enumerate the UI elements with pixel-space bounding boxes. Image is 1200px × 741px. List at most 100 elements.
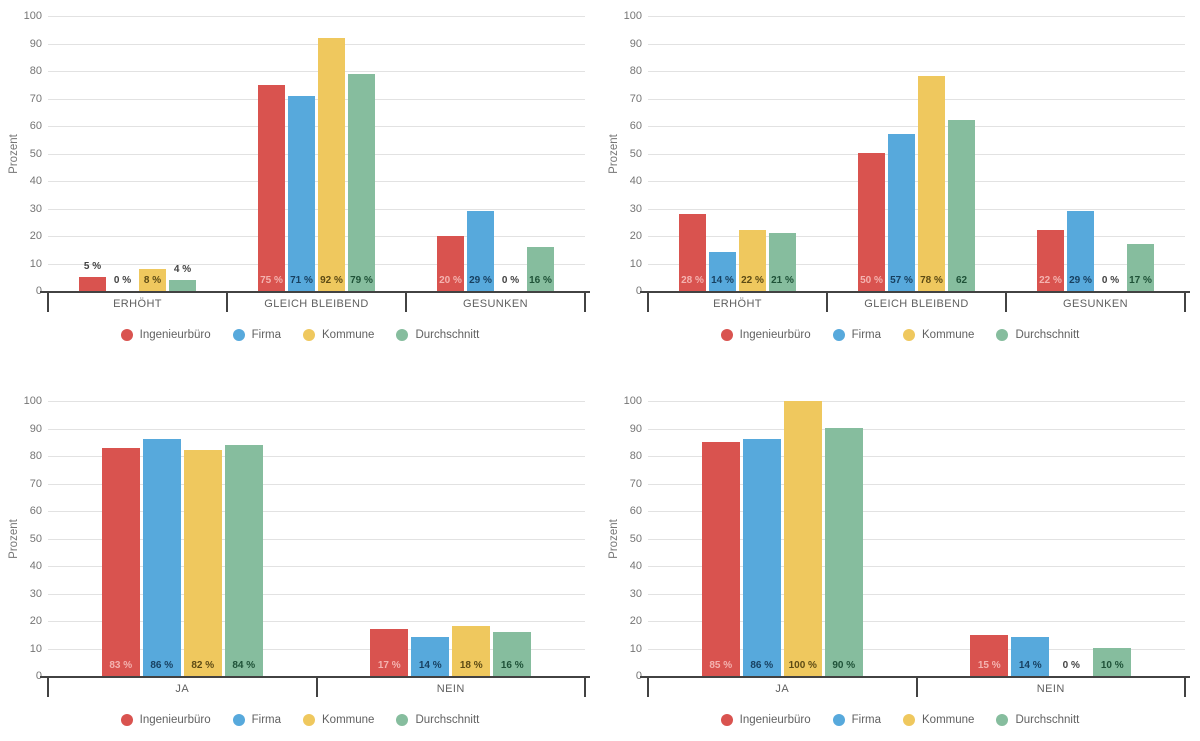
gridline xyxy=(48,648,585,650)
legend-label: Durchschnitt xyxy=(415,329,480,341)
chart-bottom-right: 0 10 20 30 40 50 60 70 80 90 100 Prozent JA NEIN 85 % 1… xyxy=(600,370,1200,740)
bar-firma[interactable] xyxy=(411,637,450,676)
bar-firma[interactable] xyxy=(742,439,781,676)
bar-firma[interactable] xyxy=(142,439,181,676)
y-axis-tick-label: 50 xyxy=(29,147,42,160)
legend-item-kommune[interactable]: Kommune xyxy=(903,714,974,726)
legend-item-kommune[interactable]: Kommune xyxy=(303,329,374,341)
bar-ingenieurbüro[interactable] xyxy=(701,442,740,676)
bar-firma[interactable] xyxy=(467,211,494,291)
y-axis-tick-label: 90 xyxy=(29,37,42,50)
bar-durchschnitt[interactable] xyxy=(224,445,263,676)
bar-durchschnitt[interactable] xyxy=(348,74,375,291)
y-axis-tick-label: 10 xyxy=(629,257,642,270)
y-axis-tick-label: 60 xyxy=(629,120,642,132)
bar-value-label: 50 % xyxy=(860,275,883,286)
bar-firma[interactable] xyxy=(1067,211,1094,291)
y-axis-tick-label: 50 xyxy=(629,532,642,545)
bar-ingenieurbüro[interactable] xyxy=(1037,230,1064,291)
bar-ingenieurbüro[interactable] xyxy=(970,635,1009,676)
legend-item-firma[interactable]: Firma xyxy=(232,329,281,341)
bar-value-label: 0 % xyxy=(1101,275,1120,286)
legend-item-firma[interactable]: Firma xyxy=(832,714,881,726)
legend-swatch-icon xyxy=(120,329,133,341)
legend-item-durchschnitt[interactable]: Durchschnitt xyxy=(996,714,1079,726)
bar-durchschnitt[interactable] xyxy=(769,233,796,291)
bar-ingenieurbüro[interactable] xyxy=(79,277,106,291)
bar-value-label: 90 % xyxy=(832,660,856,671)
bar-kommune[interactable] xyxy=(318,38,345,291)
bar-durchschnitt[interactable] xyxy=(527,247,554,291)
bar-ingenieurbüro[interactable] xyxy=(370,629,409,676)
legend: Ingenieurbüro Firma Kommune Durchschnitt xyxy=(0,714,600,726)
bar-ingenieurbüro[interactable] xyxy=(258,85,285,291)
bar-firma[interactable] xyxy=(888,134,915,291)
legend-label: Kommune xyxy=(922,329,975,341)
bar-durchschnitt[interactable] xyxy=(1127,244,1154,291)
bar-kommune[interactable] xyxy=(783,401,822,676)
bar-firma[interactable] xyxy=(288,96,315,291)
y-axis-tick-label: 20 xyxy=(629,230,642,242)
y-axis-title: Prozent xyxy=(8,518,20,559)
gridline xyxy=(48,71,585,72)
gridline xyxy=(648,181,1185,182)
bar-durchschnitt[interactable] xyxy=(169,280,196,291)
bar-value-label: 15 % xyxy=(977,660,1001,671)
y-axis-tick-label: 60 xyxy=(629,505,642,517)
bar-durchschnitt[interactable] xyxy=(824,428,863,676)
legend-item-firma[interactable]: Firma xyxy=(832,329,881,341)
legend-label: Kommune xyxy=(922,714,975,726)
legend-swatch-icon xyxy=(832,714,845,726)
y-axis-tick-label: 100 xyxy=(623,10,642,22)
y-axis-tick-label: 80 xyxy=(629,450,642,462)
legend-item-kommune[interactable]: Kommune xyxy=(903,329,974,341)
bar-value-label: 79 % xyxy=(350,275,373,286)
gridline xyxy=(48,511,585,512)
bar-ingenieurbüro[interactable] xyxy=(858,153,885,291)
gridline xyxy=(48,566,585,567)
legend-item-durchschnitt[interactable]: Durchschnitt xyxy=(396,329,479,341)
bar-value-label: 75 % xyxy=(260,275,283,286)
legend-label: Durchschnitt xyxy=(1015,714,1080,726)
bar-value-label: 5 % xyxy=(83,261,102,272)
bar-firma[interactable] xyxy=(709,252,736,291)
bar-ingenieurbüro[interactable] xyxy=(679,214,706,291)
x-axis-tick xyxy=(405,292,407,312)
bar-durchschnitt[interactable] xyxy=(493,632,532,676)
x-axis-line xyxy=(640,291,1190,293)
bar-firma[interactable] xyxy=(1011,637,1050,676)
legend-item-durchschnitt[interactable]: Durchschnitt xyxy=(396,714,479,726)
bar-kommune[interactable] xyxy=(139,269,166,291)
x-axis-tick xyxy=(226,292,228,312)
bar-kommune[interactable] xyxy=(452,626,491,676)
legend-item-ingenieurbüro[interactable]: Ingenieurbüro xyxy=(720,714,811,726)
legend-item-firma[interactable]: Firma xyxy=(232,714,281,726)
x-axis-tick xyxy=(315,677,318,697)
y-axis-tick-label: 40 xyxy=(29,175,42,187)
bar-kommune[interactable] xyxy=(739,230,766,291)
y-axis-tick-label: 40 xyxy=(629,560,642,572)
bar-value-label: 0 % xyxy=(113,275,132,286)
gridline xyxy=(48,428,585,430)
bar-durchschnitt[interactable] xyxy=(1093,648,1132,676)
chart-bottom-left: 0 10 20 30 40 50 60 70 80 90 100 Prozent JA NEIN 83 % 1… xyxy=(0,370,600,740)
legend-swatch-icon xyxy=(303,714,316,726)
bar-kommune[interactable] xyxy=(918,76,945,291)
category-label: NEIN xyxy=(1036,683,1065,695)
bar-ingenieurbüro[interactable] xyxy=(437,236,464,291)
legend: Ingenieurbüro Firma Kommune Durchschnitt xyxy=(600,329,1200,341)
legend-item-durchschnitt[interactable]: Durchschnitt xyxy=(996,329,1079,341)
bar-kommune[interactable] xyxy=(183,450,222,676)
bar-value-label: 0 % xyxy=(1062,660,1080,671)
category-label: ERHÖHT xyxy=(113,298,162,310)
y-axis-tick-label: 80 xyxy=(29,450,42,462)
gridline xyxy=(648,263,1185,265)
bar-durchschnitt[interactable] xyxy=(948,120,975,291)
bar-ingenieurbüro[interactable] xyxy=(101,448,140,676)
y-axis-tick-label: 10 xyxy=(29,257,42,270)
legend-item-ingenieurbüro[interactable]: Ingenieurbüro xyxy=(120,329,211,341)
gridline xyxy=(48,538,585,540)
legend-item-ingenieurbüro[interactable]: Ingenieurbüro xyxy=(120,714,211,726)
legend-item-kommune[interactable]: Kommune xyxy=(303,714,374,726)
legend-item-ingenieurbüro[interactable]: Ingenieurbüro xyxy=(720,329,811,341)
